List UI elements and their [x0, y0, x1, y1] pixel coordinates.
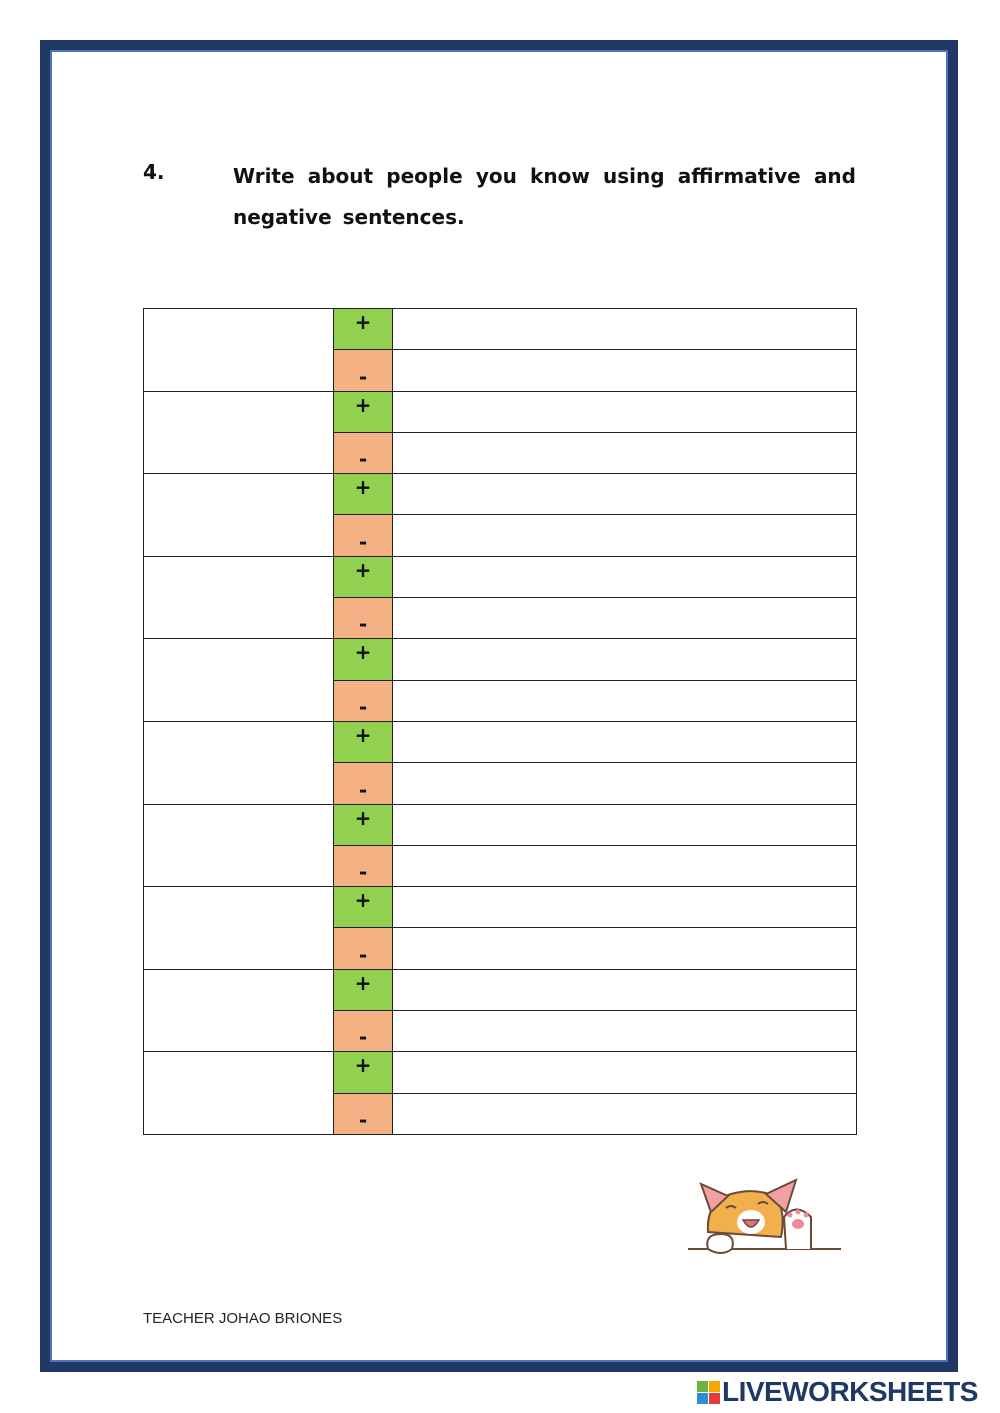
affirmative-sign: +	[333, 886, 393, 929]
affirmative-sentence-cell[interactable]	[392, 886, 857, 929]
table-row-affirmative: +	[143, 720, 857, 805]
affirmative-sentence-cell[interactable]	[392, 390, 857, 433]
person-name-cell[interactable]	[143, 390, 334, 475]
person-name-cell[interactable]	[143, 555, 334, 640]
negative-sign: -	[333, 844, 393, 888]
table-row-negative: -	[144, 927, 857, 970]
person-name-cell[interactable]	[143, 803, 334, 888]
table-row-negative: -	[144, 762, 857, 805]
negative-sentence-cell[interactable]	[392, 927, 857, 970]
person-name-cell[interactable]	[143, 473, 334, 557]
affirmative-sign: +	[333, 968, 393, 1012]
affirmative-sign: +	[333, 473, 393, 516]
affirmative-sign: +	[333, 307, 393, 351]
answer-table: + - + - + - + - + - + - + - + - + - + -	[143, 307, 857, 1135]
table-row-affirmative: +	[143, 638, 857, 722]
negative-sign: -	[333, 431, 393, 475]
negative-sign: -	[333, 679, 393, 722]
negative-sign: -	[333, 927, 393, 970]
affirmative-sentence-cell[interactable]	[392, 720, 857, 764]
question-text: Write about people you know using affirm…	[233, 164, 856, 229]
page-frame	[40, 40, 958, 1372]
negative-sign: -	[333, 762, 393, 805]
table-row-negative: -	[144, 1092, 857, 1135]
affirmative-sign: +	[333, 638, 393, 681]
table-row-affirmative: +	[143, 390, 857, 475]
negative-sentence-cell[interactable]	[392, 349, 857, 392]
affirmative-sentence-cell[interactable]	[392, 968, 857, 1012]
waving-cat-illustration	[688, 1178, 841, 1254]
affirmative-sentence-cell[interactable]	[392, 307, 857, 351]
table-row-negative: -	[144, 1010, 857, 1053]
affirmative-sign: +	[333, 390, 393, 433]
question-number: 4.	[143, 160, 165, 184]
liveworksheets-brand: LIVEWORKSHEETS	[697, 1376, 978, 1408]
affirmative-sentence-cell[interactable]	[392, 803, 857, 846]
table-row-affirmative: +	[143, 307, 857, 392]
person-name-cell[interactable]	[143, 886, 334, 970]
negative-sentence-cell[interactable]	[392, 762, 857, 805]
negative-sign: -	[333, 1010, 393, 1053]
affirmative-sentence-cell[interactable]	[392, 473, 857, 516]
negative-sentence-cell[interactable]	[392, 1010, 857, 1053]
table-row-affirmative: +	[143, 803, 857, 888]
person-name-cell[interactable]	[143, 638, 334, 722]
negative-sentence-cell[interactable]	[392, 844, 857, 888]
table-row-affirmative: +	[143, 555, 857, 640]
negative-sentence-cell[interactable]	[392, 514, 857, 557]
table-row-negative: -	[144, 431, 857, 475]
liveworksheets-logo-icon	[697, 1380, 720, 1404]
negative-sign: -	[333, 514, 393, 557]
affirmative-sign: +	[333, 555, 393, 599]
affirmative-sign: +	[333, 803, 393, 846]
negative-sentence-cell[interactable]	[392, 1092, 857, 1135]
table-row-negative: -	[144, 844, 857, 888]
table-row-negative: -	[144, 514, 857, 557]
brand-name: LIVEWORKSHEETS	[722, 1376, 978, 1407]
negative-sign: -	[333, 1092, 393, 1135]
negative-sign: -	[333, 349, 393, 392]
affirmative-sign: +	[333, 720, 393, 764]
person-name-cell[interactable]	[143, 308, 334, 392]
table-row-affirmative: +	[143, 473, 857, 557]
page-frame-inner	[50, 50, 948, 1362]
table-row-negative: -	[144, 597, 857, 640]
person-name-cell[interactable]	[143, 1051, 334, 1135]
table-row-affirmative: +	[143, 968, 857, 1053]
author-footer: TEACHER JOHAO BRIONES	[143, 1310, 343, 1327]
affirmative-sign: +	[333, 1051, 393, 1094]
negative-sentence-cell[interactable]	[392, 597, 857, 640]
affirmative-sentence-cell[interactable]	[392, 555, 857, 599]
table-row-affirmative: +	[143, 1051, 857, 1135]
affirmative-sentence-cell[interactable]	[392, 638, 857, 681]
person-name-cell[interactable]	[143, 720, 334, 805]
negative-sentence-cell[interactable]	[392, 431, 857, 475]
table-row-affirmative: +	[143, 886, 857, 970]
negative-sign: -	[333, 597, 393, 640]
negative-sentence-cell[interactable]	[392, 679, 857, 722]
affirmative-sentence-cell[interactable]	[392, 1051, 857, 1094]
person-name-cell[interactable]	[143, 968, 334, 1053]
